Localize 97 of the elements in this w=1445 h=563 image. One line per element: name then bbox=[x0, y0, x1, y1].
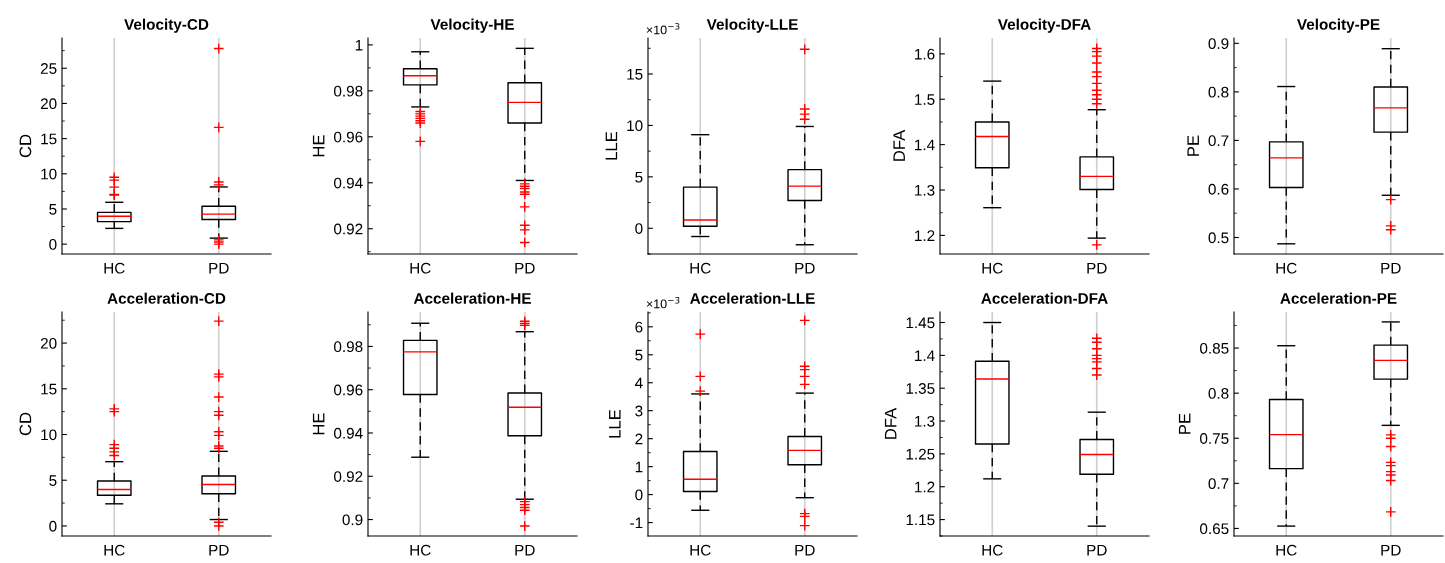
y-tick-label: 0.98 bbox=[334, 85, 363, 97]
y-tick-label: 1.35 bbox=[906, 383, 935, 394]
y-tick-label: 1.2 bbox=[915, 481, 935, 493]
y-tick-label: 15 bbox=[41, 133, 57, 145]
y-tick-label: 5 bbox=[49, 204, 57, 215]
text: ×10$^{−3}$ bbox=[646, 22, 680, 35]
y-tick-label: 5 bbox=[635, 349, 643, 361]
y-axis-title: CD bbox=[19, 134, 32, 158]
y-tick-label: 1.3 bbox=[915, 415, 935, 427]
x-tick-label: PD bbox=[515, 544, 535, 556]
y-tick-label: 1 bbox=[355, 39, 363, 51]
x-tick-label: HC bbox=[1276, 544, 1297, 556]
y-tick-label: 1.4 bbox=[915, 139, 935, 151]
y-tick-label: 10 bbox=[41, 168, 57, 180]
y-tick-label: 0 bbox=[49, 239, 57, 250]
text: ×10$^{−3}$ bbox=[646, 296, 680, 309]
y-tick-label: 0.98 bbox=[334, 341, 363, 353]
x-tick-label: HC bbox=[410, 544, 431, 556]
y-tick-label: 0.8 bbox=[1208, 86, 1229, 98]
x-tick-label: PD bbox=[795, 262, 815, 274]
y-axis-title: CD bbox=[19, 412, 32, 436]
y-tick-label: 0.5 bbox=[1208, 232, 1229, 244]
y-tick-label: 20 bbox=[40, 337, 57, 349]
chart-title: Acceleration-DFA bbox=[981, 292, 1108, 304]
x-tick-label: PD bbox=[1087, 544, 1107, 556]
y-axis-title: HE bbox=[312, 135, 325, 157]
y-axis-title: LLE bbox=[605, 131, 618, 160]
y-axis-title: HE bbox=[312, 413, 325, 435]
y-tick-label: 1.6 bbox=[915, 48, 935, 60]
y-tick-label: 1.5 bbox=[915, 94, 935, 105]
y-tick-label: 0.9 bbox=[1208, 38, 1229, 50]
y-tick-label: 0.6 bbox=[1208, 183, 1229, 195]
x-tick-label: HC bbox=[690, 262, 711, 274]
y-tick-label: 15 bbox=[41, 383, 57, 395]
y-tick-label: 0 bbox=[635, 223, 643, 234]
y-tick-label: 0 bbox=[49, 520, 57, 532]
x-tick-label: HC bbox=[982, 262, 1003, 274]
chart-title: Velocity-CD bbox=[124, 18, 209, 33]
chart-title: Velocity-LLE bbox=[706, 18, 798, 33]
x-tick-label: HC bbox=[410, 262, 431, 274]
y-tick-label: 1.45 bbox=[906, 317, 935, 329]
x-tick-label: HC bbox=[982, 544, 1003, 556]
y-tick-label: 1.3 bbox=[915, 184, 935, 196]
y-tick-label: 5 bbox=[49, 475, 57, 486]
x-tick-label: HC bbox=[104, 262, 125, 274]
x-tick-label: PD bbox=[209, 544, 229, 556]
x-tick-label: PD bbox=[795, 544, 815, 556]
x-tick-label: PD bbox=[515, 262, 535, 274]
chart-title: Acceleration-PE bbox=[1280, 292, 1397, 304]
chart-title: Velocity-DFA bbox=[997, 18, 1091, 33]
x-tick-label: HC bbox=[1276, 262, 1297, 274]
chart-title: Acceleration-CD bbox=[107, 292, 226, 304]
y-tick-label: 3 bbox=[635, 405, 643, 417]
y-tick-label: 2 bbox=[635, 433, 643, 445]
y-tick-label: 0.85 bbox=[1200, 342, 1229, 354]
x-tick-label: PD bbox=[209, 262, 229, 274]
y-axis-title: LLE bbox=[609, 409, 621, 438]
y-tick-label: 0.92 bbox=[334, 223, 363, 235]
y-tick-label: 0.8 bbox=[1208, 388, 1229, 399]
y-tick-label: 0.92 bbox=[334, 471, 363, 482]
y-tick-label: 0.96 bbox=[334, 384, 363, 396]
y-tick-label: 25 bbox=[40, 63, 57, 74]
y-tick-label: 15 bbox=[627, 69, 643, 80]
y-tick-label: 5 bbox=[635, 171, 643, 183]
y-axis-title: DFA bbox=[893, 129, 905, 161]
y-tick-label: 0 bbox=[635, 489, 643, 501]
y-tick-label: 1.25 bbox=[906, 448, 935, 460]
y-tick-label: 0.75 bbox=[1200, 433, 1229, 444]
y-tick-label: 0.7 bbox=[1208, 135, 1229, 147]
y-tick-label: 0.7 bbox=[1208, 478, 1229, 490]
y-tick-label: 1.2 bbox=[915, 230, 935, 241]
y-tick-label: 0.9 bbox=[342, 514, 363, 526]
y-tick-label: 0.96 bbox=[334, 131, 363, 143]
y-tick-label: 0.65 bbox=[1200, 523, 1229, 535]
y-tick-label: 20 bbox=[40, 98, 57, 110]
y-axis-title: PE bbox=[1178, 413, 1191, 434]
y-tick-label: 10 bbox=[627, 120, 643, 132]
x-tick-label: HC bbox=[104, 544, 125, 556]
y-tick-label: -1 bbox=[630, 517, 643, 529]
y-axis-title: PE bbox=[1187, 135, 1199, 156]
x-tick-label: PD bbox=[1381, 544, 1401, 556]
y-tick-label: 0.94 bbox=[334, 427, 363, 439]
y-tick-label: 1.15 bbox=[906, 514, 935, 526]
y-tick-label: 6 bbox=[635, 321, 643, 333]
chart-title: Velocity-HE bbox=[430, 18, 514, 33]
chart-title: Velocity-PE bbox=[1297, 18, 1380, 33]
x-tick-label: PD bbox=[1381, 262, 1401, 274]
chart-title: Acceleration-HE bbox=[413, 292, 531, 304]
x-tick-label: HC bbox=[690, 544, 711, 556]
chart-title: Acceleration-LLE bbox=[690, 292, 815, 304]
y-tick-label: 0.94 bbox=[334, 177, 363, 189]
y-tick-label: 4 bbox=[634, 377, 643, 389]
y-tick-label: 10 bbox=[41, 429, 57, 441]
x-tick-label: PD bbox=[1087, 262, 1107, 274]
y-tick-label: 1.4 bbox=[915, 350, 935, 361]
y-axis-title: DFA bbox=[884, 407, 897, 439]
y-tick-label: 1 bbox=[635, 461, 643, 473]
